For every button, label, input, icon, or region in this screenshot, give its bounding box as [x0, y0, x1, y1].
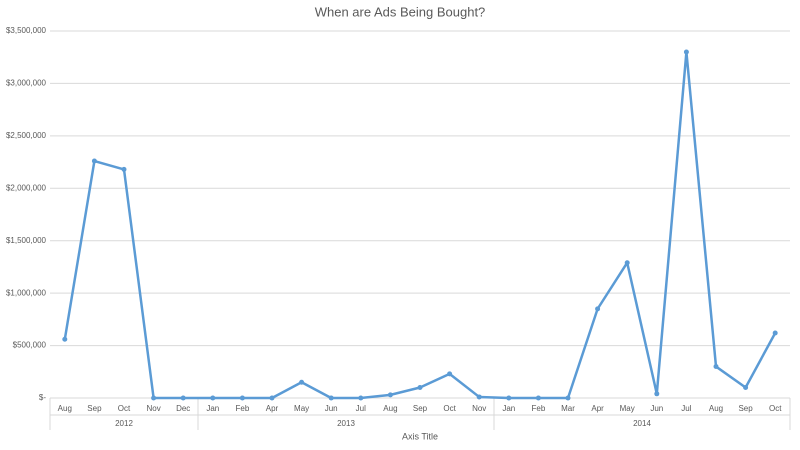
- point: [565, 395, 571, 401]
- y-tick-label: $1,000,000: [6, 288, 47, 297]
- x-tick-label: Nov: [146, 404, 160, 413]
- point: [713, 364, 719, 370]
- point: [506, 395, 512, 401]
- point: [683, 49, 689, 55]
- point: [476, 394, 482, 400]
- y-tick-label: $3,500,000: [6, 26, 47, 35]
- x-tick-label: Aug: [383, 404, 397, 413]
- point: [62, 336, 68, 342]
- point: [239, 395, 245, 401]
- x-tick-label: Jun: [325, 404, 338, 413]
- point: [210, 395, 216, 401]
- point: [151, 395, 157, 401]
- point: [624, 260, 630, 266]
- x-tick-label: Sep: [87, 404, 102, 413]
- point: [91, 158, 97, 164]
- point: [328, 395, 334, 401]
- x-tick-label: Aug: [709, 404, 723, 413]
- y-tick-label: $-: [39, 393, 46, 402]
- point: [743, 385, 749, 391]
- y-tick-label: $3,000,000: [6, 79, 47, 88]
- x-tick-label: Jan: [206, 404, 219, 413]
- x-tick-label: Mar: [561, 404, 575, 413]
- point: [269, 395, 275, 401]
- y-tick-label: $2,000,000: [6, 183, 47, 192]
- group-label: 2013: [337, 419, 355, 428]
- x-tick-label: Aug: [58, 404, 72, 413]
- point: [654, 391, 660, 397]
- point: [358, 395, 364, 401]
- point: [447, 371, 453, 377]
- y-tick-label: $2,500,000: [6, 131, 47, 140]
- point: [387, 392, 393, 398]
- group-label: 2014: [633, 419, 651, 428]
- x-tick-label: May: [620, 404, 635, 413]
- point: [180, 395, 186, 401]
- x-tick-label: Jan: [502, 404, 515, 413]
- x-tick-label: Jun: [650, 404, 663, 413]
- x-tick-label: May: [294, 404, 309, 413]
- point: [417, 385, 423, 391]
- point: [772, 330, 778, 336]
- x-tick-label: Oct: [118, 404, 131, 413]
- y-tick-label: $1,500,000: [6, 236, 47, 245]
- x-tick-label: Sep: [413, 404, 428, 413]
- line: [63, 50, 777, 400]
- x-tick-label: Dec: [176, 404, 190, 413]
- x-tick-label: Oct: [443, 404, 456, 413]
- x-tick-label: Feb: [236, 404, 250, 413]
- x-tick-label: Jul: [681, 404, 691, 413]
- chart-title: When are Ads Being Bought?: [315, 4, 486, 19]
- point: [299, 379, 305, 385]
- x-tick-label: Feb: [532, 404, 546, 413]
- x-tick-label: Apr: [266, 404, 279, 413]
- y-tick-label: $500,000: [13, 341, 47, 350]
- point: [595, 306, 601, 312]
- point: [121, 166, 127, 172]
- x-tick-label: Jul: [356, 404, 366, 413]
- x-tick-label: Oct: [769, 404, 782, 413]
- x-axis-title: Axis Title: [402, 431, 438, 441]
- group-label: 2012: [115, 419, 133, 428]
- x-tick-label: Apr: [591, 404, 604, 413]
- x-tick-label: Nov: [472, 404, 486, 413]
- point: [535, 395, 541, 401]
- x-tick-label: Sep: [738, 404, 753, 413]
